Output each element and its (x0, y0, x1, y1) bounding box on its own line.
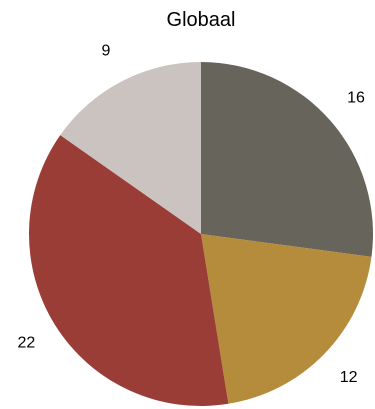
chart-title: Globaal (167, 9, 236, 31)
pie-slice-16 (201, 62, 374, 257)
slice-label-16: 16 (347, 90, 365, 107)
pie-slice-12 (201, 234, 372, 404)
slice-label-9: 9 (102, 42, 111, 59)
pie-slice-22 (28, 135, 229, 406)
slice-label-12: 12 (340, 369, 358, 386)
slice-labels: 16 12 22 9 (17, 42, 365, 386)
pie-slices (28, 62, 374, 406)
pie-slice-9 (60, 62, 201, 234)
slice-label-22: 22 (17, 334, 35, 351)
